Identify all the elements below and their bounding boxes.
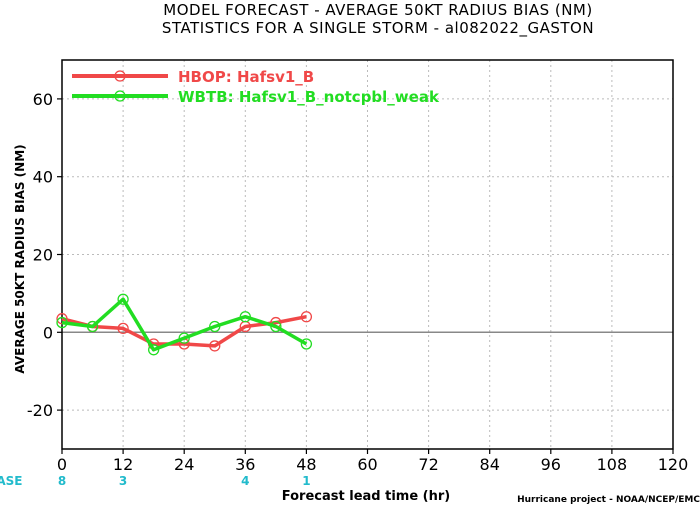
y-ticks: -20 0 20 40 60 (27, 90, 62, 420)
data-point (270, 320, 282, 333)
y-tick-label: 60 (33, 90, 53, 109)
case-count: 3 (119, 474, 127, 488)
data-point (209, 320, 221, 333)
legend-label: WBTB: Hafsv1_B_notcpbl_weak (178, 88, 440, 106)
case-count: 1 (302, 474, 310, 488)
data-point (117, 322, 129, 335)
y-tick-label: -20 (27, 401, 53, 420)
x-tick-label: 96 (541, 455, 561, 474)
data-point (117, 293, 129, 305)
legend-marker (114, 90, 126, 102)
x-tick-label: 36 (235, 455, 255, 474)
legend-label: HBOP: Hafsv1_B (178, 68, 314, 86)
chart-title: MODEL FORECAST - AVERAGE 50KT RADIUS BIA… (163, 1, 592, 19)
x-tick-label: 48 (296, 455, 316, 474)
data-point (300, 311, 313, 323)
data-point (300, 338, 313, 350)
series-layer (56, 293, 313, 356)
data-point (86, 320, 99, 333)
y-tick-label: 0 (43, 323, 53, 342)
case-count: 4 (241, 474, 249, 488)
data-point (178, 332, 190, 344)
x-tick-label: 12 (113, 455, 133, 474)
data-point (147, 344, 160, 356)
y-axis-label: AVERAGE 50KT RADIUS BIAS (NM) (13, 144, 27, 373)
case-label: #CASE (0, 474, 23, 488)
x-tick-label: 108 (597, 455, 628, 474)
data-point (56, 316, 68, 329)
legend-marker (114, 70, 126, 82)
y-tick-label: 40 (33, 168, 53, 187)
y-tick-label: 20 (33, 246, 53, 265)
series-2 (56, 293, 313, 356)
x-tick-label: 60 (357, 455, 377, 474)
x-tick-label: 120 (658, 455, 689, 474)
x-ticks: 0 12 24 36 48 60 72 84 96 108 120 (57, 449, 688, 474)
case-count: 8 (58, 474, 66, 488)
grid (62, 60, 673, 449)
chart-subtitle: STATISTICS FOR A SINGLE STORM - al082022… (162, 19, 594, 38)
case-counts: #CASE 8 3 4 1 (0, 474, 311, 488)
x-axis-label: Forecast lead time (hr) (282, 489, 450, 504)
data-point (209, 340, 221, 352)
x-tick-label: 84 (480, 455, 500, 474)
series-line (61, 297, 308, 352)
legend: HBOP: Hafsv1_B WBTB: Hafsv1_B_notcpbl_wea… (72, 68, 440, 106)
x-tick-label: 72 (418, 455, 438, 474)
credit: Hurricane project - NOAA/NCEP/EMC (517, 495, 700, 505)
data-point (239, 311, 251, 323)
x-tick-label: 0 (57, 455, 67, 474)
x-tick-label: 24 (174, 455, 194, 474)
